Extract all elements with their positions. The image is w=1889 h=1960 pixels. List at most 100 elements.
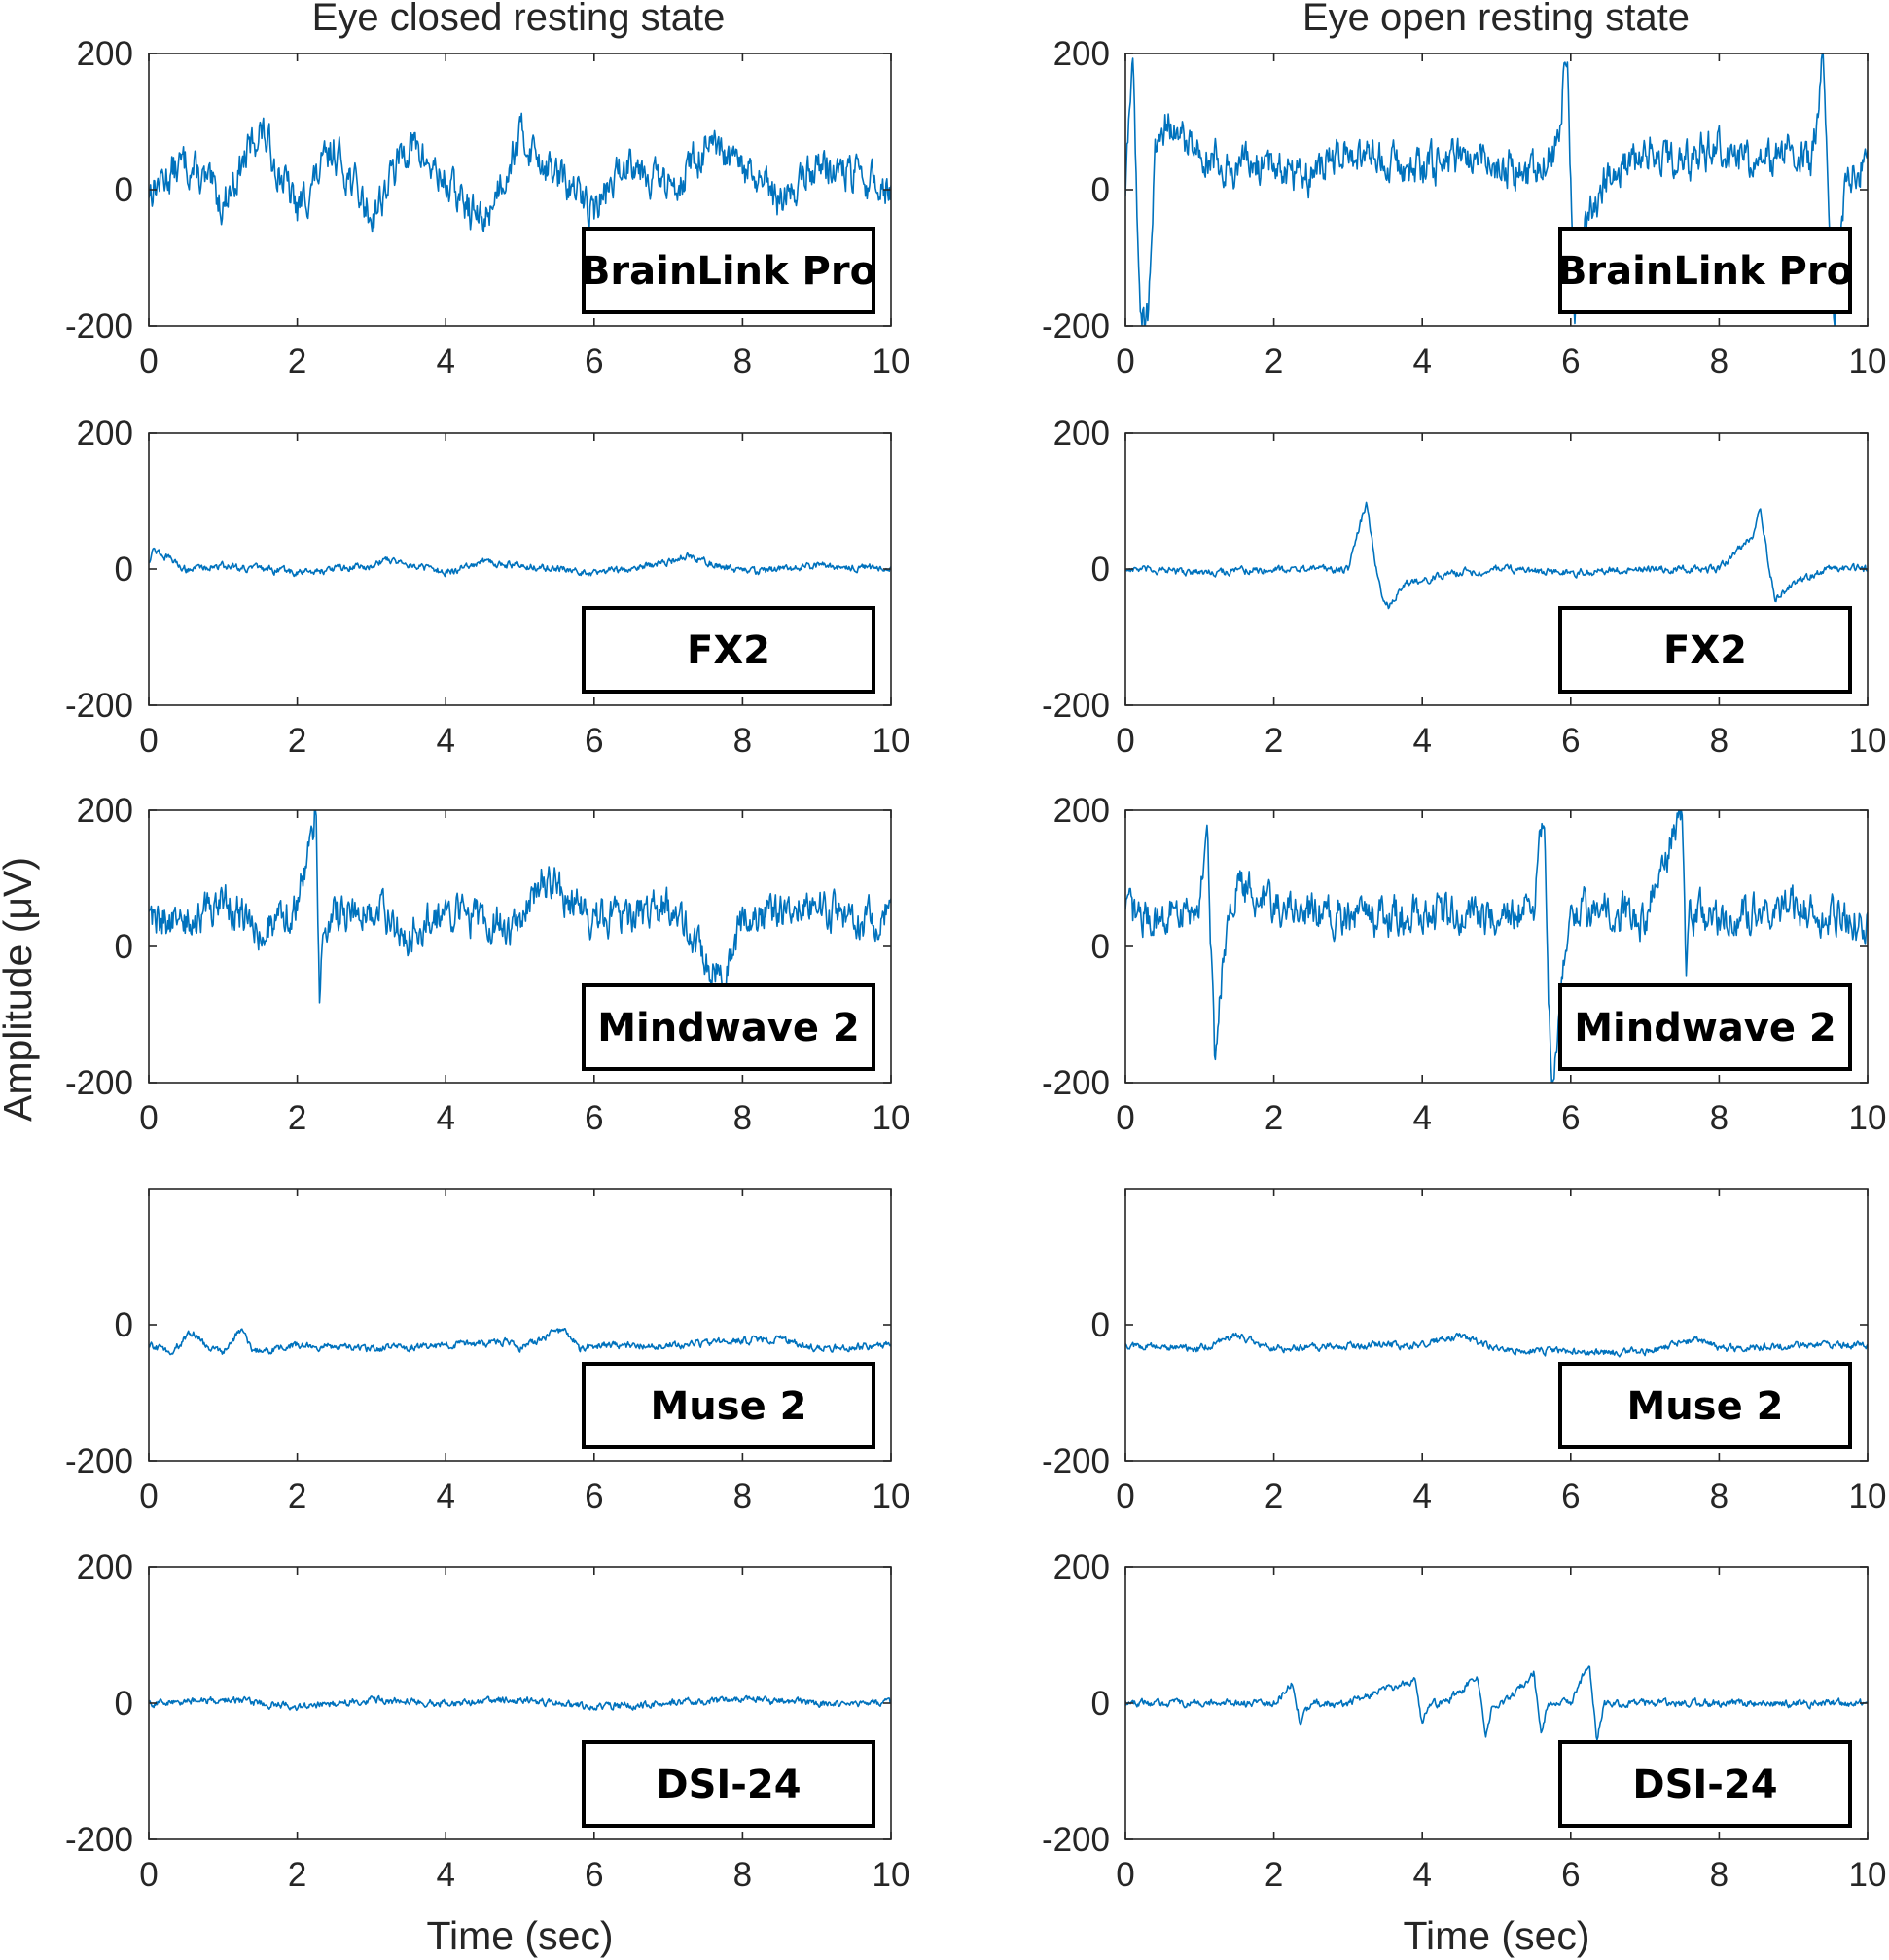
- signal-trace-eyes-open-fx2: [1125, 501, 1868, 610]
- x-tick-label: 8: [733, 722, 752, 760]
- signal-trace-eyes-closed-mindwave-2: [149, 810, 891, 1004]
- column-title-eyes-closed: Eye closed resting state: [312, 0, 726, 39]
- x-tick-label: 4: [436, 1856, 454, 1894]
- x-tick-label: 2: [1265, 1478, 1283, 1515]
- x-tick-label: 8: [733, 342, 752, 380]
- device-label-box: [582, 606, 875, 694]
- x-tick-label: 8: [733, 1099, 752, 1137]
- x-tick-label: 8: [1710, 1856, 1729, 1894]
- device-label: Mindwave 2: [1574, 1006, 1836, 1051]
- x-tick-label: 0: [139, 342, 158, 380]
- x-tick-label: 6: [585, 722, 603, 760]
- x-tick-label: 6: [585, 1099, 603, 1137]
- device-label-box: [582, 1740, 875, 1828]
- x-tick-label: 10: [873, 722, 910, 760]
- x-tick-label: 10: [1849, 722, 1887, 760]
- y-tick-label: -200: [65, 1821, 133, 1859]
- device-label-box: [582, 1362, 875, 1449]
- y-tick-label: -200: [1042, 1821, 1110, 1859]
- x-tick-label: 0: [1116, 342, 1134, 380]
- x-tick-label: 8: [1710, 342, 1729, 380]
- x-tick-label: 0: [1116, 722, 1134, 760]
- y-tick-label: 200: [77, 792, 133, 830]
- x-tick-label: 2: [1265, 722, 1283, 760]
- column-title-eyes-open: Eye open resting state: [1302, 0, 1690, 39]
- y-tick-label: 0: [115, 551, 133, 588]
- y-tick-label: 200: [77, 1549, 133, 1586]
- y-tick-label: 200: [1053, 792, 1110, 830]
- x-tick-label: 6: [585, 1478, 603, 1515]
- y-tick-label: 0: [1091, 551, 1110, 588]
- device-label: BrainLink Pro: [581, 249, 876, 294]
- x-tick-label: 6: [585, 1856, 603, 1894]
- x-tick-label: 10: [1849, 1099, 1887, 1137]
- device-label: FX2: [1663, 628, 1747, 673]
- signal-trace-eyes-open-dsi-24: [1125, 1665, 1868, 1741]
- x-tick-label: 10: [873, 1856, 910, 1894]
- y-tick-label: 0: [115, 1306, 133, 1344]
- y-tick-label: -200: [65, 307, 133, 345]
- x-tick-label: 6: [1561, 1856, 1580, 1894]
- device-label-box: [582, 983, 875, 1071]
- device-label: BrainLink Pro: [1557, 249, 1853, 294]
- device-label-box: [582, 227, 875, 314]
- y-tick-label: 0: [115, 171, 133, 209]
- x-tick-label: 2: [288, 342, 306, 380]
- y-tick-label: -200: [1042, 1443, 1110, 1480]
- signal-trace-eyes-closed-fx2: [149, 547, 891, 578]
- x-tick-label: 10: [1849, 1856, 1887, 1894]
- x-tick-label: 4: [1412, 1478, 1431, 1515]
- x-tick-label: 10: [1849, 1478, 1887, 1515]
- x-tick-label: 2: [1265, 1099, 1283, 1137]
- x-tick-label: 0: [139, 1099, 158, 1137]
- y-tick-label: -200: [65, 1443, 133, 1480]
- device-label-box: [1558, 1362, 1852, 1449]
- device-label: FX2: [687, 628, 770, 673]
- x-tick-label: 6: [1561, 722, 1580, 760]
- y-tick-label: 200: [77, 414, 133, 452]
- x-tick-label: 4: [1412, 342, 1431, 380]
- x-tick-label: 4: [436, 1099, 454, 1137]
- signal-trace-eyes-closed-brainlink-pro: [149, 112, 891, 233]
- x-tick-label: 2: [288, 1478, 306, 1515]
- y-tick-label: -200: [1042, 1064, 1110, 1102]
- y-tick-label: -200: [1042, 307, 1110, 345]
- shared-y-axis-label: Amplitude (μV): [0, 857, 40, 1122]
- y-tick-label: 0: [1091, 928, 1110, 966]
- x-tick-label: 2: [288, 1856, 306, 1894]
- x-tick-label: 8: [733, 1478, 752, 1515]
- x-tick-label: 8: [1710, 722, 1729, 760]
- x-tick-label: 6: [1561, 1099, 1580, 1137]
- y-tick-label: -200: [1042, 687, 1110, 725]
- x-axis-label: Time (sec): [1403, 1913, 1589, 1958]
- y-tick-label: 200: [77, 35, 133, 73]
- device-label-box: [1558, 983, 1852, 1071]
- x-tick-label: 8: [733, 1856, 752, 1894]
- y-tick-label: -200: [65, 687, 133, 725]
- y-tick-label: 0: [1091, 1685, 1110, 1723]
- x-tick-label: 0: [139, 722, 158, 760]
- device-label-box: [1558, 1740, 1852, 1828]
- y-tick-label: 200: [1053, 1549, 1110, 1586]
- x-tick-label: 2: [288, 722, 306, 760]
- device-label-box: [1558, 227, 1852, 314]
- y-tick-label: 0: [1091, 171, 1110, 209]
- y-tick-label: 0: [1091, 1306, 1110, 1344]
- x-axis-label: Time (sec): [426, 1913, 613, 1958]
- x-tick-label: 4: [1412, 722, 1431, 760]
- device-label-box: [1558, 606, 1852, 694]
- x-tick-label: 4: [436, 722, 454, 760]
- signal-trace-eyes-closed-dsi-24: [149, 1694, 891, 1712]
- y-tick-label: -200: [65, 1064, 133, 1102]
- device-label: Muse 2: [1627, 1384, 1784, 1429]
- x-tick-label: 10: [873, 1099, 910, 1137]
- x-tick-label: 4: [436, 342, 454, 380]
